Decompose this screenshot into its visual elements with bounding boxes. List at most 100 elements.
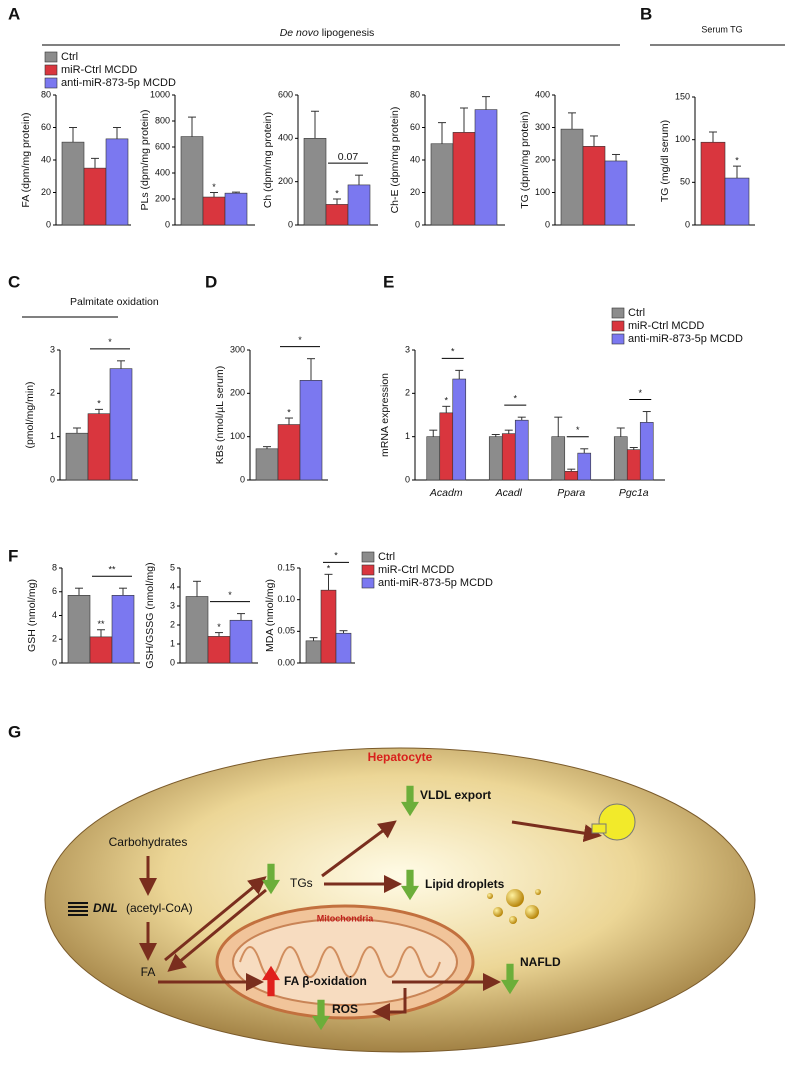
y-tick-label: 800 bbox=[155, 115, 170, 125]
y-tick-label: 0 bbox=[165, 219, 170, 229]
y-axis-label: TG (mg/dl serum) bbox=[659, 120, 671, 202]
y-tick-label: 60 bbox=[41, 122, 51, 132]
y-tick-label: 60 bbox=[410, 122, 420, 132]
node: ROS bbox=[332, 1002, 358, 1016]
legend-label: anti-miR-873-5p MCDD bbox=[61, 77, 176, 89]
bar bbox=[185, 596, 209, 664]
y-tick-label: 100 bbox=[230, 431, 245, 441]
bar bbox=[335, 632, 352, 664]
significance: * bbox=[444, 396, 448, 406]
legend-swatch bbox=[361, 551, 375, 563]
y-tick-label: 2 bbox=[170, 619, 175, 629]
y-tick-label: 1000 bbox=[150, 89, 170, 99]
arrow bbox=[511, 820, 602, 843]
y-tick-label: 0 bbox=[545, 219, 550, 229]
significance: * bbox=[513, 394, 517, 404]
bar bbox=[347, 184, 371, 226]
significance: * bbox=[576, 425, 580, 435]
y-axis-label: GSH/GSSG (nmol/mg) bbox=[144, 562, 156, 668]
bar bbox=[613, 436, 628, 481]
node: Lipid droplets bbox=[425, 877, 505, 891]
legend-swatch bbox=[361, 564, 375, 576]
legend-label: Ctrl bbox=[378, 551, 395, 563]
bar bbox=[560, 128, 584, 226]
y-tick-label: 200 bbox=[230, 388, 245, 398]
y-tick-label: 200 bbox=[535, 154, 550, 164]
y-tick-label: 80 bbox=[41, 89, 51, 99]
y-tick-label: 20 bbox=[410, 187, 420, 197]
x-tick-label: Acadm bbox=[429, 487, 463, 499]
y-tick-label: 400 bbox=[155, 167, 170, 177]
y-axis-label: FA (dpm/mg protein) bbox=[20, 112, 32, 207]
y-tick-label: 5 bbox=[170, 562, 175, 572]
bar bbox=[501, 433, 516, 481]
panel-label: F bbox=[8, 546, 18, 565]
node: Carbohydrates bbox=[109, 835, 188, 849]
bar bbox=[488, 436, 503, 481]
y-tick-label: 0 bbox=[46, 219, 51, 229]
significance: * bbox=[108, 337, 112, 347]
x-tick-label: Acadl bbox=[495, 487, 523, 499]
significance: * bbox=[451, 347, 455, 357]
y-tick-label: 4 bbox=[170, 581, 175, 591]
legend-swatch bbox=[611, 307, 625, 319]
y-tick-label: 2 bbox=[50, 388, 55, 398]
y-tick-label: 150 bbox=[675, 91, 690, 101]
bar bbox=[426, 436, 441, 481]
bar bbox=[452, 378, 467, 481]
bar bbox=[626, 449, 641, 481]
bar bbox=[255, 448, 279, 481]
y-tick-label: 200 bbox=[155, 193, 170, 203]
y-tick-label: 3 bbox=[405, 344, 410, 354]
significance: * bbox=[298, 335, 302, 345]
y-tick-label: 0 bbox=[405, 474, 410, 484]
bar bbox=[582, 146, 606, 226]
y-tick-label: 2 bbox=[52, 634, 57, 644]
y-tick-label: 2 bbox=[405, 388, 410, 398]
y-tick-label: 0 bbox=[50, 474, 55, 484]
arrow bbox=[372, 988, 407, 1021]
y-tick-label: 600 bbox=[155, 141, 170, 151]
significance: * bbox=[334, 551, 338, 561]
y-tick-label: 0.10 bbox=[277, 594, 295, 604]
chart-title: Palmitate oxidation bbox=[70, 296, 159, 308]
bar bbox=[105, 138, 129, 226]
y-tick-label: 1 bbox=[405, 431, 410, 441]
y-axis-label: MDA (nmol/mg) bbox=[264, 579, 276, 652]
legend-label: miR-Ctrl MCDD bbox=[61, 64, 137, 76]
y-tick-label: 0.05 bbox=[277, 626, 295, 636]
bar bbox=[700, 141, 726, 226]
dnl-icon bbox=[68, 902, 88, 916]
diagram: Hepatocyte Mitochondria Carbohydrates DN… bbox=[44, 747, 756, 1053]
y-axis-label: Ch (dpm/mg protein) bbox=[262, 112, 274, 208]
bar bbox=[61, 141, 85, 226]
legend-swatch bbox=[44, 51, 58, 63]
y-tick-label: 200 bbox=[278, 176, 293, 186]
y-tick-label: 8 bbox=[52, 562, 57, 572]
y-tick-label: 400 bbox=[535, 89, 550, 99]
legend-label: miR-Ctrl MCDD bbox=[378, 564, 454, 576]
arrow bbox=[164, 876, 267, 962]
significance: ** bbox=[108, 565, 116, 575]
vldl-particle bbox=[598, 803, 636, 841]
y-tick-label: 20 bbox=[41, 187, 51, 197]
panel-label: C bbox=[8, 272, 20, 291]
bar bbox=[430, 143, 454, 226]
cell-label: Hepatocyte bbox=[368, 750, 433, 764]
significance: * bbox=[212, 182, 216, 192]
node: NAFLD bbox=[520, 955, 561, 969]
bar bbox=[325, 204, 349, 226]
bar bbox=[111, 595, 135, 664]
significance: * bbox=[217, 622, 221, 632]
panel-label: B bbox=[640, 4, 652, 23]
significance: * bbox=[228, 590, 232, 600]
x-tick-label: Ppara bbox=[557, 487, 585, 499]
arrow bbox=[321, 820, 397, 878]
y-axis-label: PLs (dpm/mg protein) bbox=[139, 110, 151, 211]
node: VLDL export bbox=[420, 788, 491, 802]
node: TGs bbox=[290, 876, 313, 890]
y-tick-label: 1 bbox=[50, 431, 55, 441]
y-tick-label: 0 bbox=[240, 474, 245, 484]
y-tick-label: 80 bbox=[410, 89, 420, 99]
